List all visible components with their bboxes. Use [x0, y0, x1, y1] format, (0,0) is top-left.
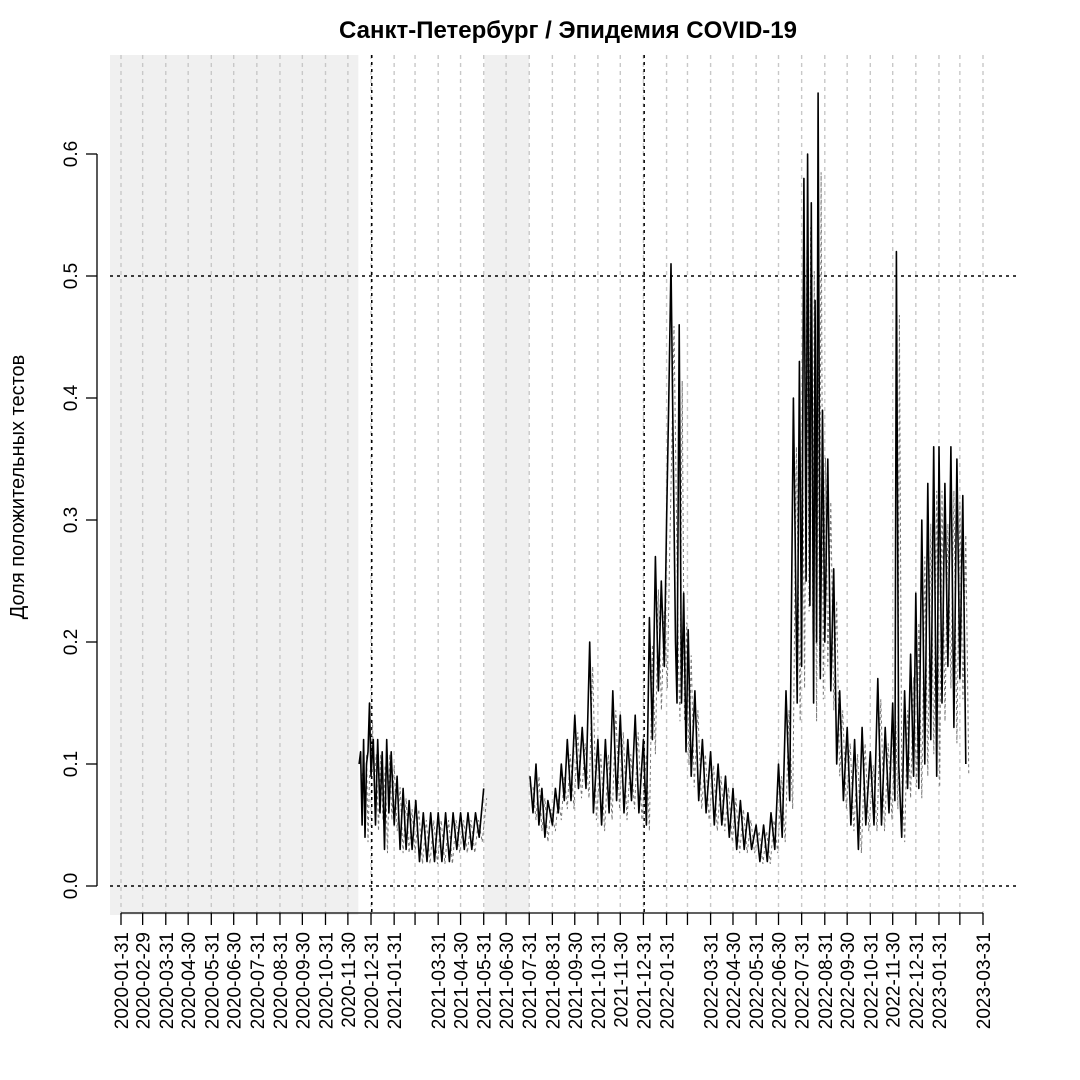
x-tick-label: 2020-12-31: [362, 932, 383, 1029]
series-lines: [358, 92, 970, 865]
chart-title: Санкт-Петербург / Эпидемия COVID-19: [339, 17, 797, 44]
x-tick-label: 2021-07-31: [520, 932, 541, 1029]
x-tick-label: 2021-01-31: [385, 932, 406, 1029]
y-tick-label: 0.6: [61, 141, 82, 167]
y-tick-label: 0.5: [61, 263, 82, 289]
shaded-regions: [110, 55, 530, 915]
x-tick-label: 2022-01-31: [658, 932, 679, 1029]
series-line: [358, 702, 485, 863]
y-tick-label: 0.4: [61, 384, 82, 411]
x-tick-label: 2020-06-30: [225, 932, 246, 1029]
x-tick-label: 2022-08-31: [816, 932, 837, 1029]
x-tick-label: 2020-10-31: [317, 932, 338, 1029]
x-tick-label: 2021-08-31: [543, 932, 564, 1029]
shaded-range: [110, 55, 359, 915]
x-tick-label: 2022-03-31: [702, 932, 723, 1029]
x-tick-label: 2020-09-30: [293, 932, 314, 1029]
series-line: [529, 92, 967, 863]
y-axis-label: Доля положительных тестов: [7, 355, 29, 620]
x-tick-label: 2023-01-31: [930, 932, 951, 1029]
x-tick-label: 2020-05-31: [202, 932, 223, 1029]
x-tick-label: 2022-05-31: [747, 932, 768, 1029]
y-tick-label: 0.3: [61, 507, 82, 533]
y-tick-label: 0.0: [61, 873, 82, 899]
x-tick-label: 2022-09-30: [838, 932, 859, 1029]
x-tick-label: 2021-11-30: [611, 932, 632, 1028]
x-tick-label: 2021-04-30: [452, 932, 473, 1029]
x-tick-label: 2021-06-30: [497, 932, 518, 1029]
y-tick-label: 0.2: [61, 629, 82, 655]
x-tick-label: 2022-06-30: [770, 932, 791, 1029]
x-tick-label: 2020-01-31: [112, 932, 133, 1029]
x-tick-label: 2021-09-30: [566, 932, 587, 1029]
x-tick-label: 2020-02-29: [134, 932, 155, 1029]
axes: 0.0 0.1 0.2 0.3 0.4 0.5 0.6 2020-01-31 2020-02-2…: [61, 141, 995, 1029]
y-tick-label: 0.1: [61, 751, 82, 777]
x-tick-label: 2020-07-31: [248, 932, 269, 1029]
x-tick-label: 2022-07-31: [793, 932, 814, 1029]
shaded-range: [484, 55, 530, 915]
x-tick-label: 2020-08-31: [271, 932, 292, 1029]
x-tick-label: 2023-03-31: [974, 932, 995, 1029]
x-tick-label: 2020-04-30: [179, 932, 200, 1029]
series-smoothed-line: [532, 172, 970, 865]
x-tick-label: 2020-11-30: [339, 932, 360, 1028]
x-tick-label: 2022-10-31: [861, 932, 882, 1029]
x-tick-label: 2021-10-31: [589, 932, 610, 1029]
x-tick-label: 2022-11-30: [884, 932, 905, 1028]
x-tick-label: 2021-05-31: [475, 932, 496, 1029]
x-tick-label: 2021-12-31: [634, 932, 655, 1029]
x-tick-label: 2022-12-31: [907, 932, 928, 1029]
x-tick-label: 2021-03-31: [429, 932, 450, 1029]
x-tick-label: 2020-03-31: [157, 932, 178, 1029]
x-tick-label: 2022-04-30: [724, 932, 745, 1029]
